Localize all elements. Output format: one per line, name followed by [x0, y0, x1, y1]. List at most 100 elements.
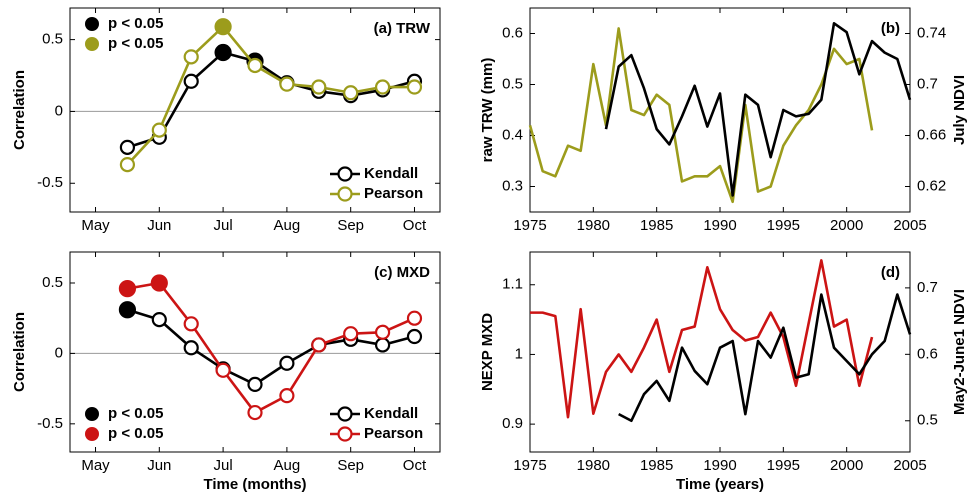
marker — [247, 57, 263, 74]
y-tick-label: 0.5 — [42, 274, 63, 291]
x-tick-label: May — [81, 217, 110, 234]
marker — [119, 156, 136, 173]
y-tick-label: 0.5 — [42, 31, 63, 48]
marker — [343, 326, 359, 342]
y-axis-label: Correlation — [11, 70, 28, 150]
panel-title: (b) — [881, 20, 900, 37]
y2-tick-label: 0.5 — [917, 412, 938, 429]
marker — [215, 362, 231, 378]
x-tick-label: Oct — [403, 217, 427, 234]
legend-marker — [337, 186, 353, 202]
axes-frame — [69, 7, 441, 213]
x-tick-label: 1990 — [703, 457, 736, 474]
significant-marker — [214, 18, 232, 36]
legend-significant-marker — [85, 407, 99, 421]
x-tick-label: 2000 — [830, 457, 863, 474]
y-tick-label: 0.3 — [502, 177, 523, 194]
legend-significant-marker — [85, 37, 99, 51]
x-tick-label: 1985 — [640, 217, 673, 234]
x-tick-label: 2000 — [830, 217, 863, 234]
series-line — [528, 27, 874, 204]
y-tick-label: 0 — [55, 102, 63, 119]
series-line — [618, 293, 912, 423]
marker — [406, 310, 423, 326]
marker — [406, 328, 423, 345]
panel-title: (d) — [881, 264, 900, 281]
y-tick-label: 1 — [515, 345, 523, 362]
series-line — [530, 259, 874, 419]
marker — [374, 324, 391, 340]
marker — [279, 76, 295, 92]
legend-label: Pearson — [364, 185, 423, 202]
x-tick-label: 1980 — [577, 217, 610, 234]
legend-label: Kendall — [364, 165, 418, 182]
y-axis-label: raw TRW (mm) — [479, 58, 496, 163]
x-axis-label: Time (months) — [203, 476, 306, 493]
panel: May Jun Jul Aug Sep Oct -0.5 0 0.5 Correlation Tim… — [11, 251, 441, 493]
panel: 1975 1980 1985 1990 1995 2000 2005 0.3 0.4 0.5 0.6… — [479, 7, 968, 234]
legend-marker — [337, 426, 353, 442]
y2-tick-label: 0.66 — [917, 126, 946, 143]
marker — [406, 79, 423, 95]
panel: May Jun Jul Aug Sep Oct -0.5 0 0.5 Correlation (a)… — [11, 7, 441, 234]
marker — [183, 73, 199, 89]
x-tick-label: 1985 — [640, 457, 673, 474]
significant-marker — [150, 274, 168, 292]
y-tick-label: -0.5 — [37, 415, 63, 432]
legend-significant-marker — [85, 427, 99, 441]
y2-axis-label: May2-June1 NDVI — [951, 289, 968, 415]
legend-significant-marker — [85, 17, 99, 31]
significant-marker — [214, 43, 232, 62]
y2-tick-label: 0.74 — [917, 24, 946, 41]
marker — [374, 79, 391, 95]
y-tick-label: 1.1 — [502, 276, 523, 293]
y-tick-label: 0 — [55, 344, 63, 361]
legend-label: Kendall — [364, 405, 418, 422]
x-tick-label: 1990 — [703, 217, 736, 234]
marker — [374, 337, 391, 353]
y2-tick-label: 0.7 — [917, 75, 938, 92]
marker — [311, 79, 327, 95]
y-tick-label: 0.5 — [502, 75, 523, 92]
panel-title: (c) MXD — [374, 264, 430, 281]
y-tick-label: 0.9 — [502, 415, 523, 432]
x-tick-label: 1975 — [513, 457, 546, 474]
marker — [151, 122, 167, 138]
x-tick-label: Jul — [214, 457, 233, 474]
series-line — [127, 308, 415, 386]
y-axis-label: NEXP MXD — [479, 313, 496, 391]
marker — [279, 388, 295, 404]
marker — [247, 376, 263, 392]
marker — [247, 404, 263, 421]
x-tick-label: Jul — [214, 217, 233, 234]
marker — [279, 355, 295, 371]
y-tick-label: -0.5 — [37, 174, 63, 191]
y2-axis-label: July NDVI — [951, 75, 968, 145]
significant-marker — [118, 301, 137, 319]
x-tick-label: Sep — [337, 217, 364, 234]
marker — [183, 49, 199, 65]
panel: 1975 1980 1985 1990 1995 2000 2005 0.9 1 1.1 0.5 0.… — [479, 251, 968, 493]
y-tick-label: 0.4 — [502, 126, 523, 143]
series-line — [604, 22, 912, 197]
legend-label: p < 0.05 — [108, 15, 163, 32]
x-tick-label: 2005 — [893, 457, 926, 474]
x-tick-label: Oct — [403, 457, 427, 474]
legend-marker — [337, 406, 353, 422]
x-tick-label: 2005 — [893, 217, 926, 234]
legend-label: p < 0.05 — [108, 425, 163, 442]
legend-label: Pearson — [364, 425, 423, 442]
x-tick-label: May — [81, 457, 110, 474]
y2-tick-label: 0.7 — [917, 279, 938, 296]
y2-tick-label: 0.6 — [917, 345, 938, 362]
axes-frame — [69, 251, 441, 453]
series-line — [127, 51, 415, 149]
x-tick-label: Sep — [337, 457, 364, 474]
marker — [183, 316, 199, 332]
x-axis-label: Time (years) — [676, 476, 764, 493]
legend-marker — [337, 166, 353, 182]
marker — [343, 85, 359, 101]
series-line — [126, 25, 415, 166]
legend-label: p < 0.05 — [108, 35, 163, 52]
